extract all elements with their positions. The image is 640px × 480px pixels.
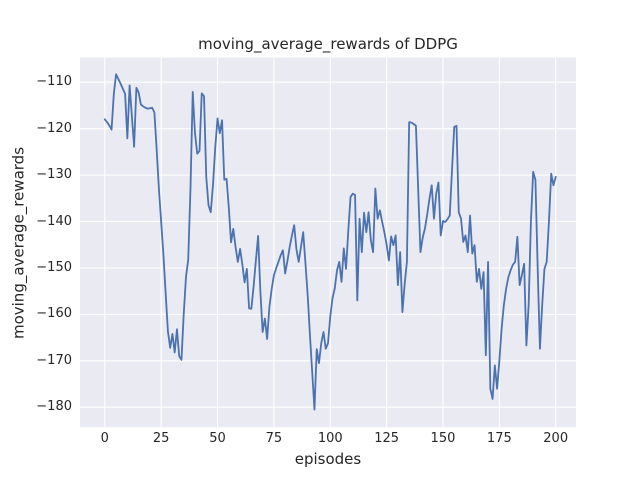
x-tick-label: 25 (152, 431, 170, 446)
y-tick-label: −110 (36, 74, 72, 90)
reward-line (103, 73, 557, 411)
x-tick-label: 0 (100, 431, 109, 446)
x-axis-label: episodes (294, 450, 362, 468)
x-tick-label: 200 (543, 431, 569, 446)
x-tick-label: 175 (486, 431, 512, 446)
y-tick-label: −160 (36, 306, 72, 322)
y-tick-label: −150 (36, 259, 72, 275)
y-tick-label: −130 (36, 167, 72, 183)
x-tick-label: 50 (209, 431, 226, 446)
y-tick-label: −140 (36, 213, 72, 229)
x-tick-label: 150 (430, 431, 456, 446)
y-tick-label: −170 (36, 352, 72, 368)
x-tick-label: 75 (265, 431, 283, 446)
y-tick-label: −120 (36, 120, 72, 136)
chart-title: moving_average_rewards of DDPG (198, 35, 458, 53)
y-tick-label: −180 (36, 399, 72, 415)
x-tick-label: 125 (374, 431, 400, 446)
x-tick-label: 100 (317, 431, 343, 446)
